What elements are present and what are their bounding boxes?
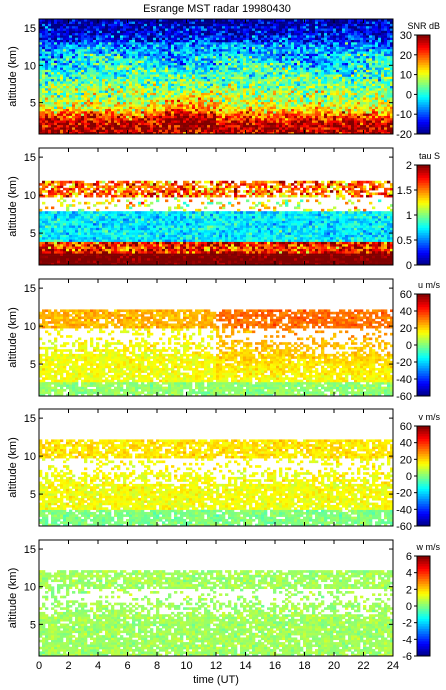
y-tick-label: 10 bbox=[24, 321, 36, 333]
colorbar-label: v m/s bbox=[419, 412, 441, 422]
figure-title: Esrange MST radar 19980430 bbox=[143, 3, 291, 15]
y-tick-label: 5 bbox=[30, 489, 36, 501]
x-tick-label: 4 bbox=[95, 660, 101, 672]
y-tick-label: 15 bbox=[24, 23, 36, 35]
y-tick-label: 10 bbox=[24, 60, 36, 72]
y-tick-label: 10 bbox=[24, 582, 36, 594]
colorbar-tick-label: -20 bbox=[396, 129, 412, 141]
y-axis-label: altitude (km) bbox=[7, 176, 19, 237]
y-axis-label: altitude (km) bbox=[7, 307, 19, 368]
heatmap-cells bbox=[39, 19, 394, 135]
colorbar-tick-label: -6 bbox=[402, 651, 412, 663]
y-tick-label: 5 bbox=[30, 619, 36, 631]
heatmap-cells bbox=[39, 439, 394, 527]
colorbar-tick-label: 0 bbox=[406, 601, 412, 613]
y-tick-label: 10 bbox=[24, 190, 36, 202]
x-tick-label: 18 bbox=[298, 660, 310, 672]
y-axis-label: altitude (km) bbox=[7, 437, 19, 498]
colorbar-tick-label: 2 bbox=[406, 160, 412, 172]
panel-tau: 5 10 15 altitude (km) 0 0.5 1 1.5 2 tau S bbox=[7, 147, 440, 272]
y-tick-label: 10 bbox=[24, 451, 36, 463]
x-tick-label: 14 bbox=[239, 660, 251, 672]
colorbar-tick-label: -10 bbox=[396, 109, 412, 121]
colorbar-tick-label: -60 bbox=[396, 391, 412, 403]
colorbar-label: u m/s bbox=[418, 280, 441, 290]
y-axis-label: altitude (km) bbox=[7, 568, 19, 629]
colorbar-tick-label: -60 bbox=[396, 521, 412, 533]
colorbar-tick-label: 1.5 bbox=[397, 185, 412, 197]
colorbar-tick-label: -20 bbox=[396, 488, 412, 500]
x-tick-label: 8 bbox=[154, 660, 160, 672]
x-tick-label: 16 bbox=[269, 660, 281, 672]
y-axis-label: altitude (km) bbox=[7, 46, 19, 107]
colorbar-label: SNR dB bbox=[407, 21, 440, 31]
y-tick-label: 15 bbox=[24, 413, 36, 425]
colorbar-tick-label: 0 bbox=[406, 89, 412, 101]
colorbar: -60 -40 -20 0 20 40 60 u m/s bbox=[396, 280, 440, 403]
colorbar-tick-label: -4 bbox=[402, 634, 412, 646]
colorbar-tick-label: -2 bbox=[402, 618, 412, 630]
colorbar-tick-label: 0 bbox=[406, 471, 412, 483]
y-tick-label: 15 bbox=[24, 544, 36, 556]
colorbar-tick-label: 20 bbox=[400, 323, 412, 335]
colorbar-tick-label: -20 bbox=[396, 357, 412, 369]
x-tick-label: 10 bbox=[180, 660, 192, 672]
y-tick-label: 15 bbox=[24, 283, 36, 295]
x-tick-label: 12 bbox=[210, 660, 222, 672]
colorbar-tick-label: 0 bbox=[406, 340, 412, 352]
colorbar: -6 -4 -2 0 2 4 6 w m/s bbox=[402, 542, 440, 663]
colorbar-tick-label: 30 bbox=[400, 30, 412, 42]
heatmap-cells bbox=[39, 309, 394, 397]
x-tick-label: 24 bbox=[387, 660, 399, 672]
colorbar-tick-label: -40 bbox=[396, 504, 412, 516]
colorbar-tick-label: 60 bbox=[400, 421, 412, 433]
colorbar-tick-label: 20 bbox=[400, 454, 412, 466]
y-tick-label: 5 bbox=[30, 98, 36, 110]
x-tick-label: 22 bbox=[357, 660, 369, 672]
colorbar-tick-label: -40 bbox=[396, 374, 412, 386]
colorbar-tick-label: 0 bbox=[406, 260, 412, 272]
heatmap-cells bbox=[39, 180, 394, 266]
colorbar-label: tau S bbox=[419, 151, 440, 161]
colorbar-tick-label: 20 bbox=[400, 50, 412, 62]
x-tick-label: 0 bbox=[36, 660, 42, 672]
colorbar-tick-label: 2 bbox=[406, 584, 412, 596]
colorbar: 0 0.5 1 1.5 2 tau S bbox=[397, 151, 440, 272]
y-tick-label: 5 bbox=[30, 228, 36, 240]
panel-u: 5 10 15 altitude (km) -60 -40 -20 0 20 40 60 u m/s bbox=[7, 278, 440, 403]
colorbar-tick-label: 4 bbox=[406, 568, 412, 580]
x-axis-label: time (UT) bbox=[193, 674, 239, 686]
colorbar-tick-label: 10 bbox=[400, 70, 412, 82]
colorbar: -60 -40 -20 0 20 40 60 v m/s bbox=[396, 412, 440, 533]
colorbar-tick-label: 60 bbox=[400, 289, 412, 301]
y-tick-label: 5 bbox=[30, 359, 36, 371]
y-tick-label: 15 bbox=[24, 152, 36, 164]
x-tick-label: 20 bbox=[328, 660, 340, 672]
panel-v: 5 10 15 altitude (km) -60 -40 -20 0 20 40 60 v m/s bbox=[7, 408, 440, 533]
heatmap-cells bbox=[39, 570, 394, 657]
x-tick-label: 6 bbox=[124, 660, 130, 672]
colorbar-tick-label: 40 bbox=[400, 438, 412, 450]
colorbar-tick-label: 0.5 bbox=[397, 235, 412, 247]
colorbar-label: w m/s bbox=[416, 542, 441, 552]
colorbar-tick-label: 1 bbox=[406, 210, 412, 222]
colorbar-tick-label: 6 bbox=[406, 551, 412, 563]
colorbar-tick-label: 40 bbox=[400, 306, 412, 318]
x-tick-label: 2 bbox=[65, 660, 71, 672]
